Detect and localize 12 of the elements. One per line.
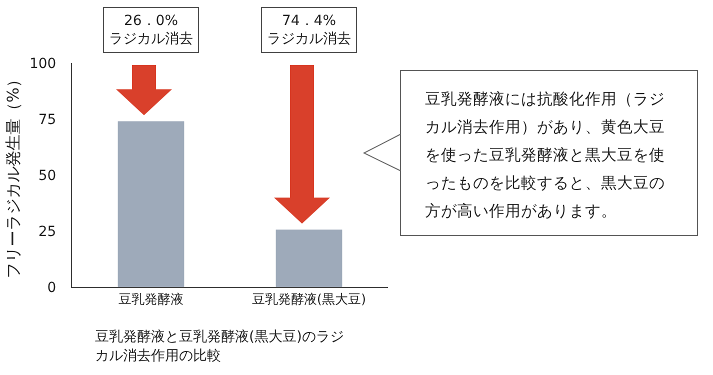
x-tick-label: 豆乳発酵液 xyxy=(118,292,184,308)
y-axis-title: フリーラジカル発生量（%） xyxy=(3,71,22,279)
y-tick-label: 25 xyxy=(38,224,56,240)
y-tick-label: 100 xyxy=(29,56,56,72)
y-tick-label: 0 xyxy=(47,280,56,296)
text: 豆乳発酵液には抗酸化作用（ラジカル消去作用）があり、黄色大豆を使った豆乳発酵液と黒大豆を使ったものを比較すると、黒大豆の方が高い作用があります。 xyxy=(400,70,698,236)
text: 74．4% ラジカル消去 xyxy=(267,13,351,48)
text: 豆乳発酵液と豆乳発酵液(黒大豆)のラジカル消去作用の比較 xyxy=(95,328,345,366)
text: 26．0% ラジカル消去 xyxy=(109,13,193,48)
x-tick-label: 豆乳発酵液(黒大豆) xyxy=(252,292,366,308)
y-tick-label: 75 xyxy=(38,112,56,128)
y-tick-label: 50 xyxy=(38,168,56,184)
